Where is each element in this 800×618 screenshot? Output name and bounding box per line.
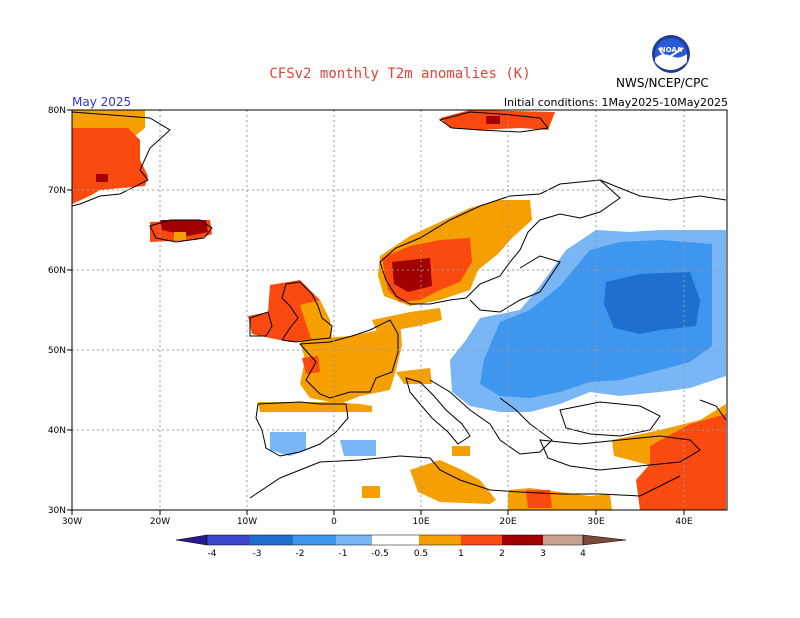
lon-label: 30W: [62, 517, 82, 527]
coastline-greenland: [72, 111, 171, 207]
anomaly-region-greece-orange: [452, 446, 470, 456]
anomaly-region-iberia-blue: [270, 432, 306, 456]
anomaly-region-france-orange: [300, 320, 402, 404]
anomaly-region-greenland-dark: [96, 174, 108, 182]
coastline-caspian: [699, 399, 727, 421]
coastline-italy: [405, 377, 471, 445]
colorbar-segment: [293, 535, 336, 545]
coastline-france: [298, 319, 399, 399]
colorbar-label: -3: [253, 549, 262, 559]
coastline-britain: [281, 281, 333, 343]
graticule: [72, 110, 727, 510]
anomaly-region-libya-red: [526, 490, 552, 508]
colorbar-segment: [461, 535, 502, 545]
initial-conditions-label: Initial conditions: 1May2025-10May2025: [503, 96, 728, 109]
anomaly-region-britain-orange: [300, 300, 332, 342]
coastline-black-sea: [559, 401, 661, 437]
anomaly-region-iceland-orange: [174, 232, 186, 240]
colorbar-label: 2: [499, 549, 505, 559]
colorbar-segment: [372, 535, 419, 545]
anomaly-region-east-darkblue: [604, 272, 700, 334]
forecast-month-label: May 2025: [72, 95, 132, 109]
anomaly-region-norway-dark: [392, 258, 432, 292]
lon-label: 20W: [150, 517, 170, 527]
colorbar-label: 4: [580, 549, 586, 559]
colorbar-segment: [543, 535, 583, 545]
anomaly-region-france-red: [302, 356, 320, 374]
coastline-baltic: [469, 255, 561, 313]
anomaly-region-africa-orange: [410, 460, 496, 504]
lat-label: 60N: [48, 266, 66, 276]
lat-label: 40N: [48, 426, 66, 436]
colorbar-labels: -4 -3 -2 -1 -0.5 0.5 1 2 3 4: [208, 549, 587, 559]
coastline-north-africa: [249, 455, 681, 499]
organization-label: NWS/NCEP/CPC: [616, 76, 709, 90]
anomaly-region-alps-orange: [396, 368, 432, 384]
colorbar-label: 1: [458, 549, 464, 559]
anomaly-region-morocco-orange: [362, 486, 380, 498]
coastline-turkey: [539, 435, 701, 471]
anomaly-region-central-orange: [372, 308, 442, 334]
anomaly-region-svalbard-dark: [486, 116, 500, 124]
lat-label: 50N: [48, 346, 66, 356]
lat-label: 30N: [48, 506, 66, 516]
coastline-iceland: [149, 219, 213, 243]
lon-label: 30E: [587, 517, 604, 527]
anomaly-region-iceland-dark: [160, 220, 208, 236]
lon-label: 20E: [499, 517, 516, 527]
lon-label: 10E: [412, 517, 429, 527]
colorbar-segment: [419, 535, 461, 545]
anomaly-region-greenland-red: [72, 128, 148, 204]
colorbar-label: -0.5: [371, 549, 389, 559]
colorbar-segment: [502, 535, 543, 545]
lat-label: 80N: [48, 106, 66, 116]
colorbar-label: -2: [296, 549, 305, 559]
colorbar-label: -1: [339, 549, 348, 559]
lon-label: 10W: [237, 517, 257, 527]
coastline-balkans: [429, 379, 553, 455]
colorbar-label: -4: [208, 549, 217, 559]
colorbar-label: 3: [540, 549, 546, 559]
coastline-svalbard: [438, 111, 549, 133]
coastline-ireland: [249, 311, 273, 337]
noaa-logo-icon: NOAA: [652, 35, 690, 73]
lat-label: 70N: [48, 186, 66, 196]
colorbar-segment: [336, 535, 372, 545]
coastline-norway: [379, 179, 621, 305]
longitude-labels: 30W 20W 10W 0 10E 20E 30E 40E: [62, 517, 693, 527]
colorbar-label: 0.5: [414, 549, 428, 559]
anomaly-shading: [72, 110, 726, 510]
anomaly-region-mideast-red: [636, 414, 726, 510]
colorbar-right-end: [582, 534, 627, 546]
anomaly-region-med-blue: [340, 440, 376, 456]
colorbar-left-end: [175, 534, 208, 546]
map-title: CFSv2 monthly T2m anomalies (K): [269, 66, 531, 82]
coastline-russia-north: [599, 179, 727, 201]
lon-label: 40E: [675, 517, 692, 527]
lon-label: 0: [331, 517, 337, 527]
map-frame: [71, 109, 728, 511]
colorbar: [175, 534, 627, 546]
axis-ticks: [67, 109, 685, 515]
latitude-labels: 80N 70N 60N 50N 40N 30N: [48, 106, 66, 516]
colorbar-segment: [207, 535, 250, 545]
colorbar-segment: [250, 535, 293, 545]
logo-text: NOAA: [660, 46, 683, 54]
coastlines: [72, 111, 727, 499]
